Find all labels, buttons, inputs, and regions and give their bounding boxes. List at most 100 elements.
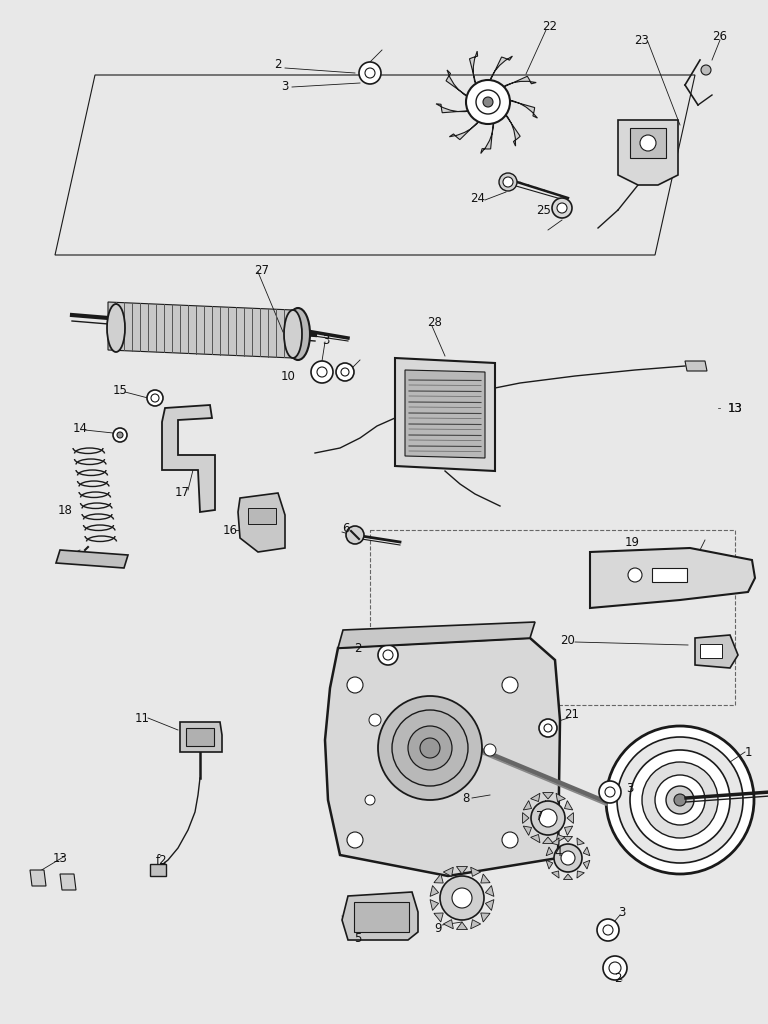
Text: 8: 8 [462, 792, 470, 805]
Text: 3: 3 [323, 334, 329, 346]
Circle shape [317, 367, 327, 377]
Polygon shape [456, 922, 468, 930]
Ellipse shape [286, 308, 310, 360]
Text: 5: 5 [354, 932, 362, 944]
Text: 13: 13 [52, 852, 68, 864]
Circle shape [552, 198, 572, 218]
Bar [630, 128, 666, 158]
Circle shape [531, 801, 565, 835]
Circle shape [599, 781, 621, 803]
Polygon shape [446, 70, 470, 98]
Polygon shape [325, 638, 560, 876]
Polygon shape [180, 722, 222, 752]
Polygon shape [523, 826, 531, 836]
Circle shape [597, 919, 619, 941]
Circle shape [603, 956, 627, 980]
Polygon shape [551, 871, 559, 879]
Polygon shape [543, 837, 554, 844]
Polygon shape [590, 548, 755, 608]
Circle shape [113, 428, 127, 442]
Circle shape [628, 568, 642, 582]
Polygon shape [567, 813, 574, 823]
Circle shape [383, 650, 393, 660]
Circle shape [466, 80, 510, 124]
Text: 15: 15 [113, 384, 127, 396]
Polygon shape [523, 801, 531, 810]
Circle shape [605, 787, 615, 797]
Polygon shape [531, 794, 540, 802]
Circle shape [346, 526, 364, 544]
Circle shape [484, 744, 496, 756]
Polygon shape [481, 119, 494, 154]
Circle shape [502, 831, 518, 848]
Circle shape [476, 90, 500, 114]
Text: 13: 13 [727, 401, 743, 415]
Circle shape [452, 888, 472, 908]
Polygon shape [583, 860, 590, 869]
Polygon shape [430, 886, 439, 896]
Polygon shape [564, 801, 573, 810]
Circle shape [483, 97, 493, 106]
Circle shape [378, 645, 398, 665]
Text: 6: 6 [343, 521, 349, 535]
Circle shape [503, 177, 513, 187]
Text: 13: 13 [727, 401, 743, 415]
Polygon shape [551, 838, 559, 845]
Circle shape [640, 135, 656, 151]
Polygon shape [695, 635, 738, 668]
Circle shape [378, 696, 482, 800]
Polygon shape [500, 76, 536, 89]
Polygon shape [238, 493, 285, 552]
Polygon shape [56, 550, 128, 568]
Circle shape [603, 925, 613, 935]
Text: 2: 2 [354, 641, 362, 654]
Circle shape [117, 432, 123, 438]
Bar [700, 644, 722, 658]
Polygon shape [685, 361, 707, 371]
Polygon shape [556, 794, 565, 802]
Circle shape [544, 724, 552, 732]
Circle shape [365, 795, 375, 805]
Text: 10: 10 [280, 370, 296, 383]
Bar [186, 728, 214, 746]
Circle shape [151, 394, 159, 402]
Circle shape [642, 762, 718, 838]
Circle shape [554, 844, 582, 872]
Text: 23: 23 [634, 34, 650, 46]
Text: 7: 7 [536, 810, 544, 822]
Circle shape [347, 831, 363, 848]
Polygon shape [405, 370, 485, 458]
Text: 4: 4 [554, 846, 561, 858]
Polygon shape [60, 874, 76, 890]
Circle shape [557, 203, 567, 213]
Text: 9: 9 [434, 922, 442, 935]
Circle shape [539, 809, 557, 827]
Polygon shape [481, 913, 490, 922]
Polygon shape [443, 920, 453, 929]
Text: 1: 1 [744, 745, 752, 759]
Polygon shape [469, 51, 478, 88]
Polygon shape [546, 860, 553, 869]
Text: 17: 17 [174, 485, 190, 499]
Bar [354, 902, 409, 932]
Polygon shape [471, 867, 481, 877]
Circle shape [502, 677, 518, 693]
Polygon shape [449, 119, 482, 139]
Polygon shape [522, 813, 529, 823]
Text: 20: 20 [561, 634, 575, 646]
Polygon shape [443, 867, 453, 877]
Polygon shape [488, 56, 512, 84]
Polygon shape [577, 871, 584, 879]
Polygon shape [108, 302, 293, 358]
Polygon shape [342, 892, 418, 940]
Circle shape [336, 362, 354, 381]
Polygon shape [162, 406, 215, 512]
Text: 27: 27 [254, 263, 270, 276]
Polygon shape [546, 847, 553, 856]
Circle shape [369, 714, 381, 726]
Ellipse shape [107, 304, 125, 352]
Polygon shape [430, 900, 439, 910]
Polygon shape [485, 886, 494, 896]
Polygon shape [150, 864, 166, 876]
Polygon shape [471, 920, 481, 929]
